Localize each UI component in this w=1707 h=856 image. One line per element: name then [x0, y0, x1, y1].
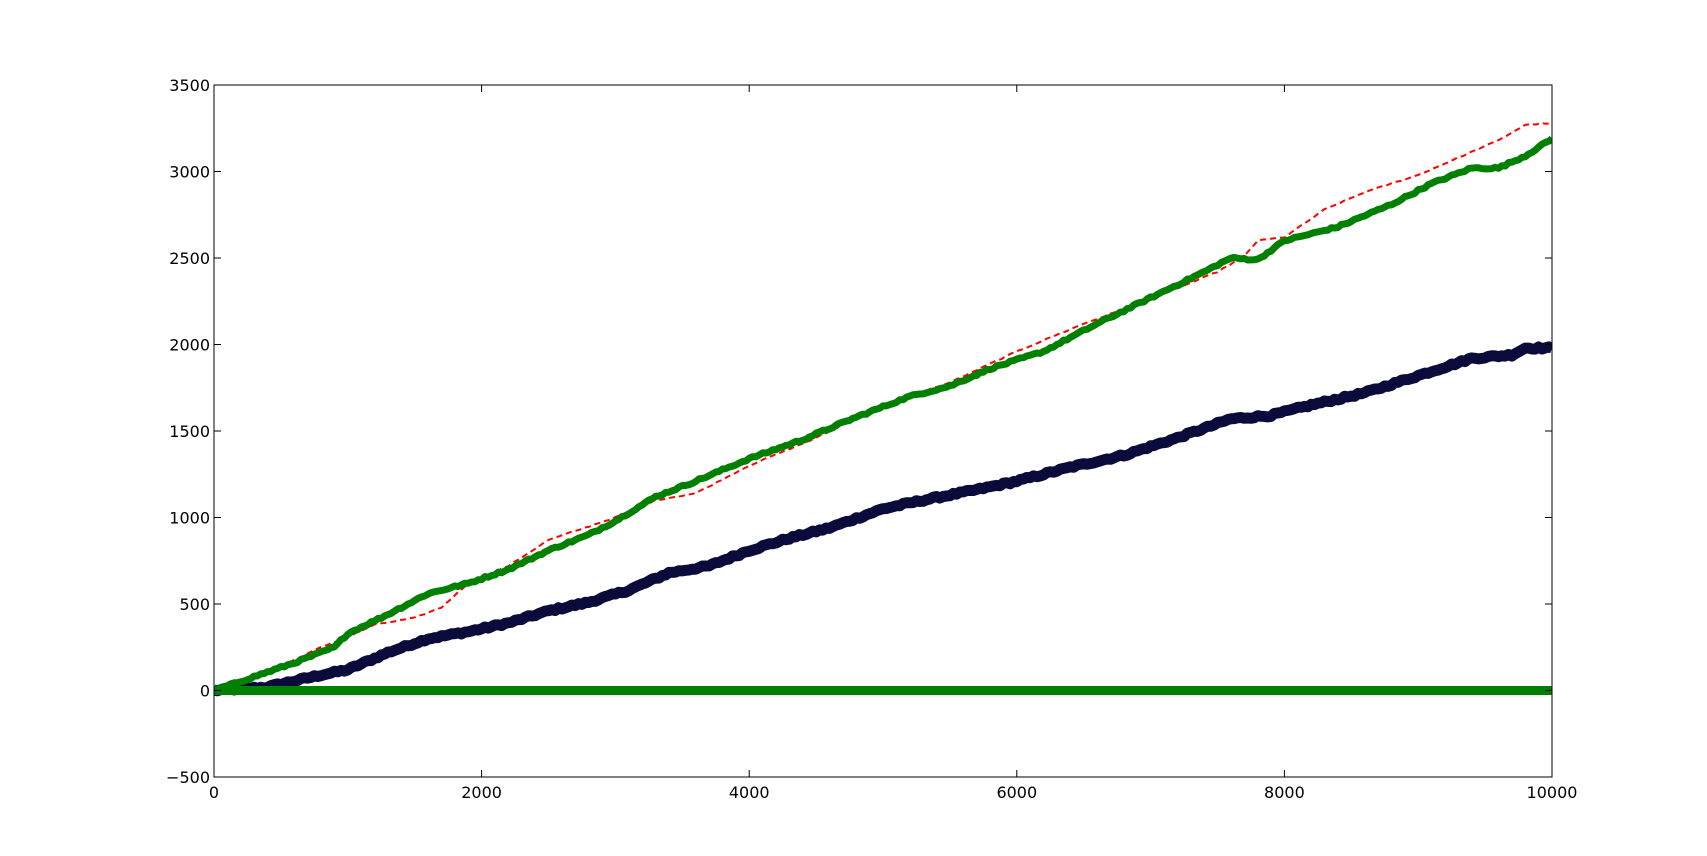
x-tick-label: 10000: [1527, 783, 1578, 802]
series-line-1: [214, 135, 1552, 694]
y-tick-label: 0: [200, 682, 210, 701]
y-tick-label: 2500: [169, 249, 210, 268]
y-tick-label: 3500: [169, 76, 210, 95]
y-tick-label: 2000: [169, 336, 210, 355]
y-tick-label: 1000: [169, 509, 210, 528]
y-tick-label: 500: [179, 595, 210, 614]
plot-frame: [213, 84, 1553, 778]
y-tick-label: 3000: [169, 163, 210, 182]
series-layer: [214, 122, 1552, 697]
x-tick-label: 8000: [1264, 783, 1305, 802]
x-tick-label: 4000: [729, 783, 770, 802]
x-tick-label: 0: [209, 783, 219, 802]
x-tick-label: 6000: [996, 783, 1037, 802]
y-tick-label: −500: [166, 768, 210, 787]
y-tick-label: 1500: [169, 422, 210, 441]
tick-layer: 0 2000 4000 6000 8000 10000−50005001000150020…: [166, 76, 1577, 802]
series-line-2: [214, 341, 1552, 697]
x-tick-label: 2000: [461, 783, 502, 802]
